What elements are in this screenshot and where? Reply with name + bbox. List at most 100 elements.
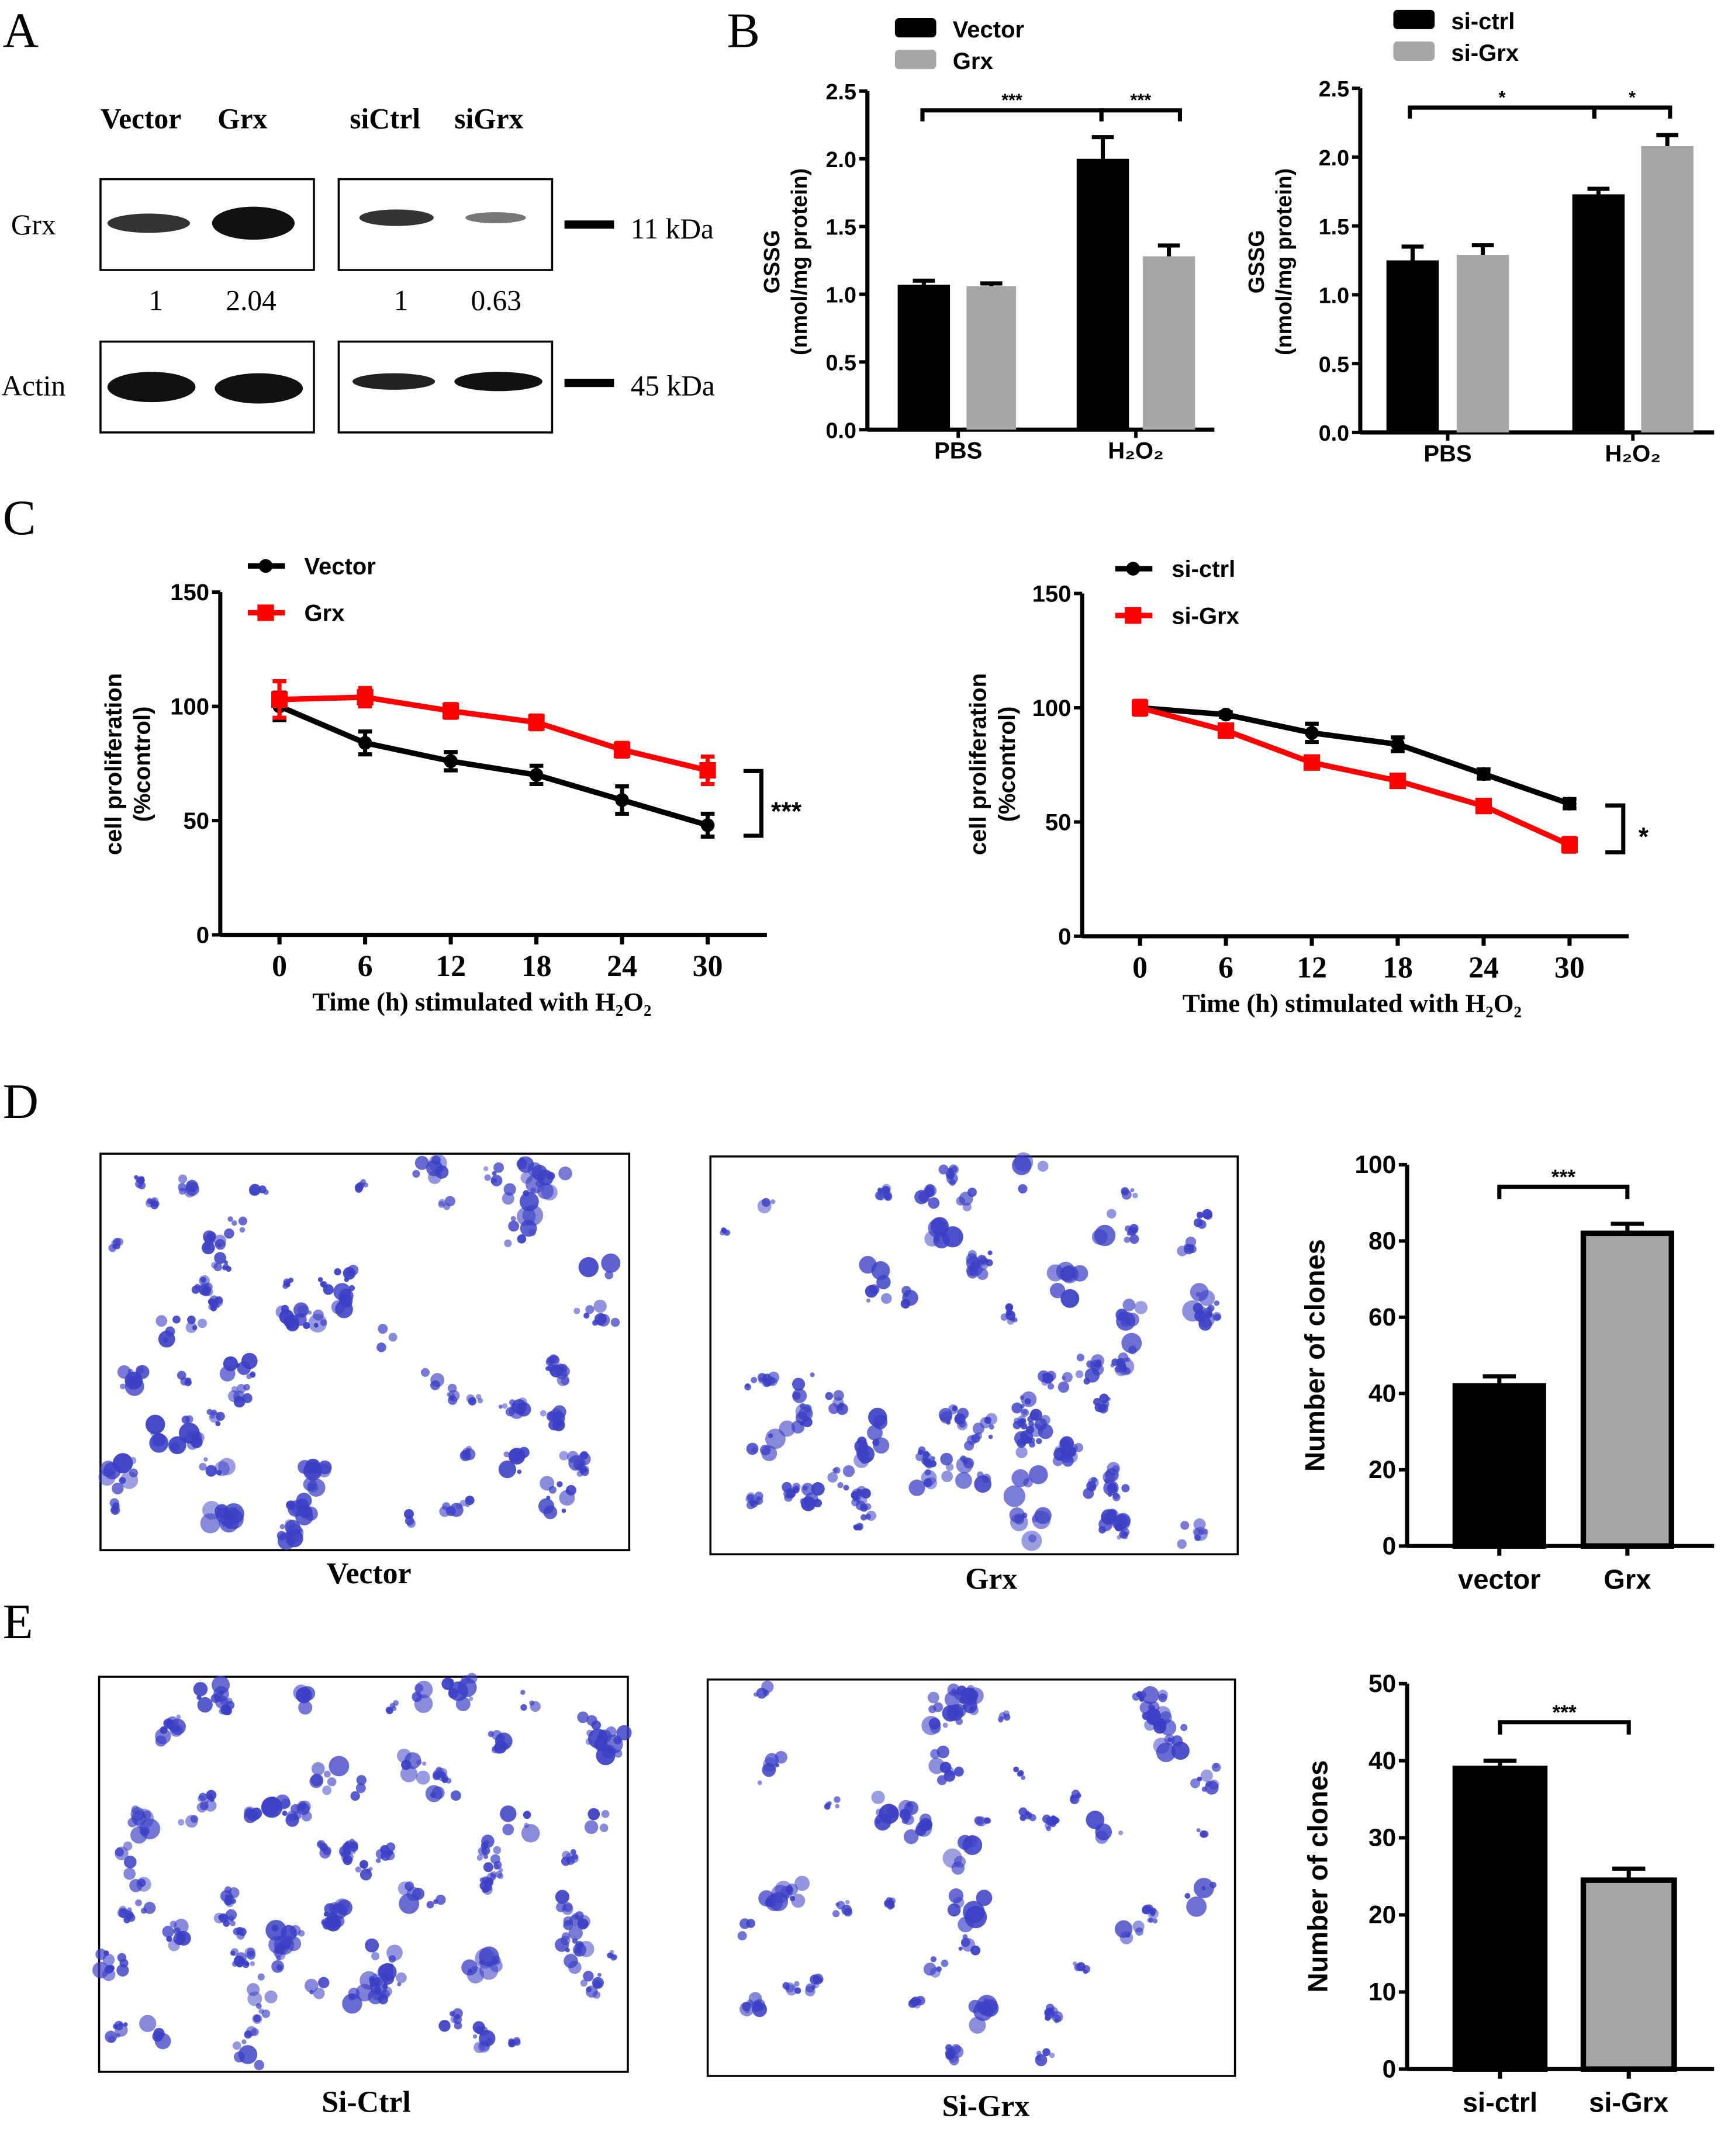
cell-colony [1132, 1920, 1145, 1933]
cell-colony [583, 1312, 590, 1319]
row-label-actin: Actin [1, 369, 65, 402]
legend-swatch [894, 18, 936, 37]
cell-colony [933, 1702, 944, 1712]
bar-Vector-PBS [897, 285, 951, 430]
data-point-Vector [700, 818, 715, 832]
cell-colony [1190, 1778, 1201, 1788]
cell-colony [112, 1482, 124, 1494]
cell-colony [502, 1823, 514, 1836]
cell-colony [462, 1448, 471, 1455]
cell-colony [1010, 1316, 1015, 1322]
cell-colony [1193, 1518, 1206, 1531]
panel-label-d: D [3, 1074, 39, 1129]
cell-colony [109, 1498, 119, 1508]
cell-colony [303, 1462, 322, 1481]
marker-line [564, 220, 614, 229]
legend-label: Vector [953, 17, 1024, 43]
bar-vector [1452, 1383, 1546, 1549]
cell-colony [1139, 1696, 1145, 1702]
cell-colony [309, 1989, 314, 1995]
cell-colony [911, 1996, 921, 2006]
cell-colony [255, 2003, 262, 2009]
cell-colony [443, 1203, 451, 1210]
cell-colony [185, 1182, 199, 1196]
legend-label: Grx [953, 49, 993, 74]
cell-colony [210, 1304, 217, 1311]
cell-colony [779, 1420, 796, 1437]
cell-colony [237, 1361, 251, 1375]
cell-colony [974, 1816, 984, 1826]
data-point-Grx [271, 691, 288, 708]
cell-colony [517, 1234, 527, 1244]
cell-colony [1003, 1485, 1025, 1507]
cell-colony [342, 1993, 362, 2014]
lane-label-sictrl: siCtrl [350, 102, 420, 134]
cell-colony [476, 1854, 483, 1861]
data-point-Grx [699, 762, 716, 779]
cell-colony [1107, 1209, 1117, 1219]
cell-colony [213, 1262, 222, 1272]
cell-colony [281, 1925, 297, 1941]
cell-colony [303, 1321, 310, 1330]
cell-colony [810, 1372, 815, 1378]
cell-colony [213, 1234, 226, 1247]
cell-colony [958, 1946, 963, 1951]
x-tick-label: 12 [1297, 951, 1327, 985]
cell-colony [930, 1956, 937, 1963]
cell-colony [907, 1802, 911, 1807]
micrograph-frame [706, 1678, 1236, 2077]
cell-colony [955, 1472, 972, 1489]
cell-colony [313, 1987, 325, 1999]
x-tick-label: Grx [1603, 1563, 1651, 1594]
series-line-si-ctrl [1139, 705, 1571, 807]
cell-colony [1124, 1236, 1131, 1243]
cell-colony [1021, 1775, 1026, 1780]
cell-colony [527, 1162, 542, 1177]
cell-colony [388, 1333, 398, 1342]
cell-colony [1200, 1769, 1213, 1782]
cell-colony [448, 1688, 459, 1699]
cell-colony [874, 1814, 891, 1831]
cell-colony [794, 1987, 801, 1994]
band [454, 372, 542, 392]
cell-colony [599, 1823, 609, 1832]
cell-colony [568, 1960, 582, 1974]
cell-colony [323, 1770, 331, 1778]
cell-colony [869, 1284, 880, 1295]
cell-colony [200, 1276, 206, 1283]
cell-colony [145, 1414, 165, 1435]
cell-colony [1060, 1289, 1080, 1308]
cell-colony [988, 1434, 993, 1439]
cell-colony [219, 1365, 236, 1382]
bar-si-Grx-PBS [1456, 255, 1509, 432]
cell-colony [1044, 2008, 1055, 2019]
x-tick-label: 18 [1383, 951, 1413, 985]
cell-colony [1130, 1188, 1135, 1192]
cell-colony [247, 1991, 262, 2006]
cell-colony [242, 1393, 253, 1403]
cell-colony [1128, 1345, 1137, 1355]
cell-colony [585, 1305, 595, 1314]
cell-colony [1070, 1446, 1075, 1451]
marker-11kda: 11 kDa [631, 213, 714, 245]
cell-colony [928, 1197, 940, 1209]
cell-colony [1205, 1311, 1212, 1318]
cell-colony [962, 1459, 968, 1465]
y-axis-label: Number of clones [1302, 1760, 1333, 1993]
cell-colony [433, 1899, 438, 1905]
cell-colony [250, 1807, 262, 1819]
cell-colony [1214, 1300, 1220, 1306]
cell-colony [1075, 1370, 1084, 1379]
cell-colony [929, 1967, 941, 1978]
legend-label: Vector [304, 553, 375, 579]
cell-colony [884, 1194, 890, 1200]
cell-colony [616, 1725, 632, 1740]
cell-colony [1110, 1363, 1115, 1368]
cell-colony [492, 1730, 502, 1740]
cell-colony [902, 1289, 918, 1306]
cell-colony [866, 1298, 870, 1303]
cell-colony [538, 1498, 555, 1514]
cell-colony [574, 1948, 582, 1956]
cell-colony [768, 1433, 773, 1438]
y-axis-label: cell proliferation [101, 673, 126, 855]
